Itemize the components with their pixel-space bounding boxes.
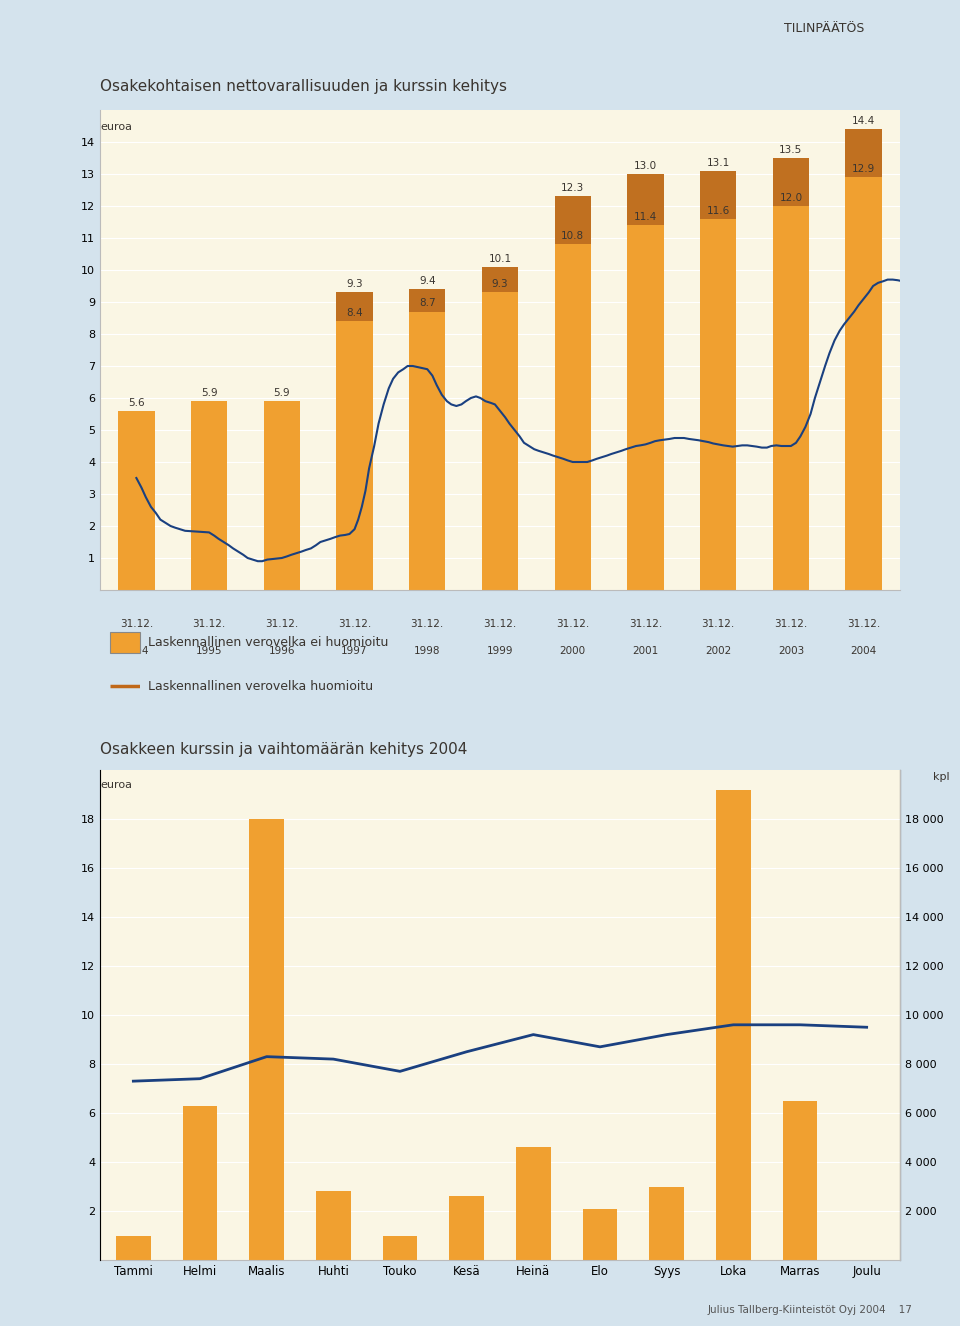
Text: 1995: 1995	[196, 646, 223, 655]
Bar	[336, 293, 372, 590]
Bar	[482, 267, 518, 293]
Text: 9.4: 9.4	[419, 276, 436, 286]
Bar	[583, 1208, 617, 1260]
Bar	[716, 789, 751, 1260]
Bar	[449, 1196, 484, 1260]
Text: 9.3: 9.3	[492, 280, 508, 289]
Text: 31.12.: 31.12.	[847, 619, 880, 629]
Text: Osakkeen kurssin ja vaihtomäärän kehitys 2004: Osakkeen kurssin ja vaihtomäärän kehitys…	[100, 741, 468, 757]
Bar	[409, 289, 445, 590]
Bar	[649, 1187, 684, 1260]
Text: 8.4: 8.4	[347, 308, 363, 318]
Text: kpl: kpl	[933, 772, 950, 782]
Text: 5.9: 5.9	[274, 389, 290, 398]
Bar	[182, 1106, 217, 1260]
Text: 1997: 1997	[342, 646, 368, 655]
Text: 31.12.: 31.12.	[265, 619, 299, 629]
Bar	[555, 196, 591, 590]
Text: 2003: 2003	[778, 646, 804, 655]
Bar	[773, 158, 809, 590]
Text: 11.4: 11.4	[634, 212, 657, 221]
Text: Laskennallinen verovelka huomioitu: Laskennallinen verovelka huomioitu	[148, 680, 373, 692]
Text: 2002: 2002	[705, 646, 732, 655]
Text: Laskennallinen verovelka ei huomioitu: Laskennallinen verovelka ei huomioitu	[148, 636, 389, 648]
Bar	[627, 174, 663, 590]
Text: 12.0: 12.0	[780, 192, 803, 203]
Text: 1999: 1999	[487, 646, 514, 655]
Text: 1994: 1994	[123, 646, 150, 655]
Bar	[336, 293, 372, 321]
Text: 2001: 2001	[633, 646, 659, 655]
Bar	[700, 171, 736, 590]
Text: 12.9: 12.9	[852, 164, 876, 174]
Text: 13.1: 13.1	[707, 158, 730, 167]
Bar	[409, 289, 445, 312]
Bar	[846, 129, 882, 178]
Text: 2000: 2000	[560, 646, 586, 655]
Text: 31.12.: 31.12.	[338, 619, 372, 629]
Text: 9.3: 9.3	[347, 280, 363, 289]
Bar	[191, 402, 228, 590]
Text: 2004: 2004	[851, 646, 876, 655]
Bar	[116, 1236, 151, 1260]
Bar	[250, 819, 284, 1260]
Text: 14.4: 14.4	[852, 115, 876, 126]
Text: 12.3: 12.3	[561, 183, 585, 194]
Text: 8.7: 8.7	[419, 298, 436, 309]
Text: Osakekohtaisen nettovarallisuuden ja kurssin kehitys: Osakekohtaisen nettovarallisuuden ja kur…	[100, 80, 507, 94]
Bar	[118, 411, 155, 590]
Text: 10.8: 10.8	[562, 231, 585, 241]
Text: 1996: 1996	[269, 646, 295, 655]
Text: 31.12.: 31.12.	[629, 619, 662, 629]
Text: 11.6: 11.6	[707, 206, 730, 216]
Bar	[482, 267, 518, 590]
Bar	[773, 158, 809, 206]
Bar	[627, 174, 663, 225]
Text: 13.5: 13.5	[780, 145, 803, 155]
Text: 31.12.: 31.12.	[120, 619, 153, 629]
Bar	[264, 402, 300, 590]
Bar	[782, 1101, 817, 1260]
Text: 13.0: 13.0	[634, 160, 657, 171]
Text: 5.6: 5.6	[128, 398, 145, 407]
Text: 31.12.: 31.12.	[556, 619, 589, 629]
Text: 10.1: 10.1	[489, 253, 512, 264]
Text: euroa: euroa	[100, 780, 132, 789]
Text: 31.12.: 31.12.	[411, 619, 444, 629]
Text: 31.12.: 31.12.	[775, 619, 807, 629]
Bar	[700, 171, 736, 219]
Text: 31.12.: 31.12.	[192, 619, 226, 629]
Text: Julius Tallberg-Kiinteistöt Oyj 2004    17: Julius Tallberg-Kiinteistöt Oyj 2004 17	[708, 1305, 912, 1315]
Bar	[383, 1236, 418, 1260]
Bar	[846, 129, 882, 590]
Text: 31.12.: 31.12.	[702, 619, 734, 629]
Text: 31.12.: 31.12.	[484, 619, 516, 629]
Bar	[555, 196, 591, 244]
Bar	[316, 1191, 350, 1260]
Text: 5.9: 5.9	[201, 389, 217, 398]
Text: euroa: euroa	[100, 122, 132, 133]
Text: TILINPÄÄTÖS: TILINPÄÄTÖS	[783, 23, 864, 34]
Bar	[516, 1147, 551, 1260]
Text: 1998: 1998	[414, 646, 441, 655]
